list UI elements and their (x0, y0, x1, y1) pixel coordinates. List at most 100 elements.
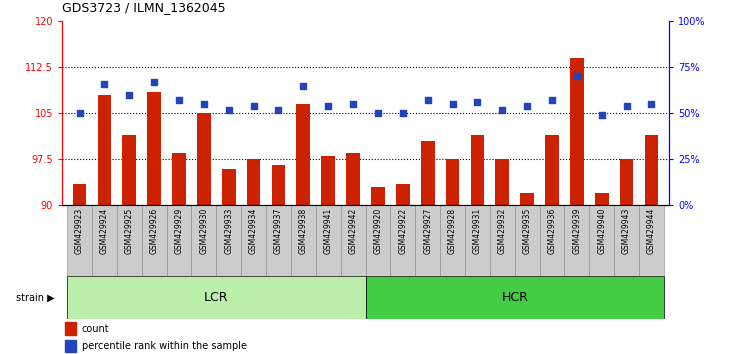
Text: percentile rank within the sample: percentile rank within the sample (82, 341, 246, 351)
Text: GDS3723 / ILMN_1362045: GDS3723 / ILMN_1362045 (62, 1, 226, 14)
Text: GSM429935: GSM429935 (523, 207, 531, 254)
Bar (371, 187, 385, 205)
Text: GSM429933: GSM429933 (224, 207, 233, 254)
Text: GSM429937: GSM429937 (274, 207, 283, 254)
Text: GSM429936: GSM429936 (548, 207, 556, 254)
Bar (272, 165, 285, 205)
Bar (341, 205, 366, 276)
Bar (97, 95, 111, 205)
Bar (65, 340, 76, 352)
Text: HCR: HCR (501, 291, 528, 304)
Text: GSM429932: GSM429932 (498, 207, 507, 254)
Bar (421, 141, 434, 205)
Text: GSM429927: GSM429927 (423, 207, 432, 254)
Text: GSM429942: GSM429942 (349, 207, 357, 254)
Bar (266, 205, 291, 276)
Bar (645, 135, 659, 205)
Text: GSM429924: GSM429924 (100, 207, 109, 254)
Point (124, 92, 135, 98)
Point (447, 101, 458, 107)
Bar (322, 156, 335, 205)
Bar (65, 322, 76, 335)
Bar (396, 184, 409, 205)
Bar (570, 58, 583, 205)
Point (99, 81, 110, 87)
Bar (564, 205, 589, 276)
Bar (192, 205, 216, 276)
Point (248, 103, 260, 109)
Point (571, 74, 583, 79)
Bar (390, 205, 415, 276)
Point (273, 107, 284, 113)
Text: GSM429938: GSM429938 (299, 207, 308, 254)
Bar (614, 205, 639, 276)
Bar (142, 205, 167, 276)
Point (397, 110, 409, 116)
Point (223, 107, 235, 113)
Bar (520, 193, 534, 205)
Bar (620, 159, 634, 205)
Text: GSM429920: GSM429920 (374, 207, 382, 254)
Point (198, 101, 210, 107)
Bar (639, 205, 664, 276)
Text: GSM429939: GSM429939 (572, 207, 581, 254)
Text: GSM429925: GSM429925 (125, 207, 134, 254)
Bar (197, 113, 211, 205)
Point (322, 103, 334, 109)
Text: GSM429926: GSM429926 (150, 207, 159, 254)
Bar (291, 205, 316, 276)
Text: GSM429931: GSM429931 (473, 207, 482, 254)
Bar (496, 159, 509, 205)
Bar (366, 276, 664, 319)
Bar (67, 205, 92, 276)
Bar (589, 205, 614, 276)
Text: GSM429943: GSM429943 (622, 207, 631, 254)
Bar (173, 153, 186, 205)
Text: LCR: LCR (204, 291, 229, 304)
Text: GSM429923: GSM429923 (75, 207, 84, 254)
Bar (440, 205, 465, 276)
Point (496, 107, 508, 113)
Bar (241, 205, 266, 276)
Bar (490, 205, 515, 276)
Text: GSM429940: GSM429940 (597, 207, 606, 254)
Point (347, 101, 359, 107)
Bar (515, 205, 539, 276)
Point (645, 101, 657, 107)
Bar (446, 159, 459, 205)
Text: GSM429928: GSM429928 (448, 207, 457, 253)
Bar (415, 205, 440, 276)
Bar (366, 205, 390, 276)
Point (173, 98, 185, 103)
Bar (471, 135, 484, 205)
Bar (117, 205, 142, 276)
Point (74, 110, 86, 116)
Point (471, 99, 483, 105)
Point (621, 103, 632, 109)
Point (546, 98, 558, 103)
Text: GSM429929: GSM429929 (175, 207, 183, 254)
Point (148, 79, 160, 85)
Text: GSM429930: GSM429930 (200, 207, 208, 254)
Bar (465, 205, 490, 276)
Bar (216, 205, 241, 276)
Bar (346, 153, 360, 205)
Bar (545, 135, 558, 205)
Bar (247, 159, 260, 205)
Bar (167, 205, 192, 276)
Text: GSM429941: GSM429941 (324, 207, 333, 254)
Bar (72, 184, 86, 205)
Point (298, 83, 309, 88)
Bar (316, 205, 341, 276)
Bar (595, 193, 609, 205)
Text: GSM429944: GSM429944 (647, 207, 656, 254)
Point (596, 112, 607, 118)
Point (521, 103, 533, 109)
Bar (539, 205, 564, 276)
Bar (148, 92, 161, 205)
Text: strain ▶: strain ▶ (16, 292, 55, 302)
Bar (92, 205, 117, 276)
Text: GSM429934: GSM429934 (249, 207, 258, 254)
Point (422, 98, 433, 103)
Bar (222, 169, 235, 205)
